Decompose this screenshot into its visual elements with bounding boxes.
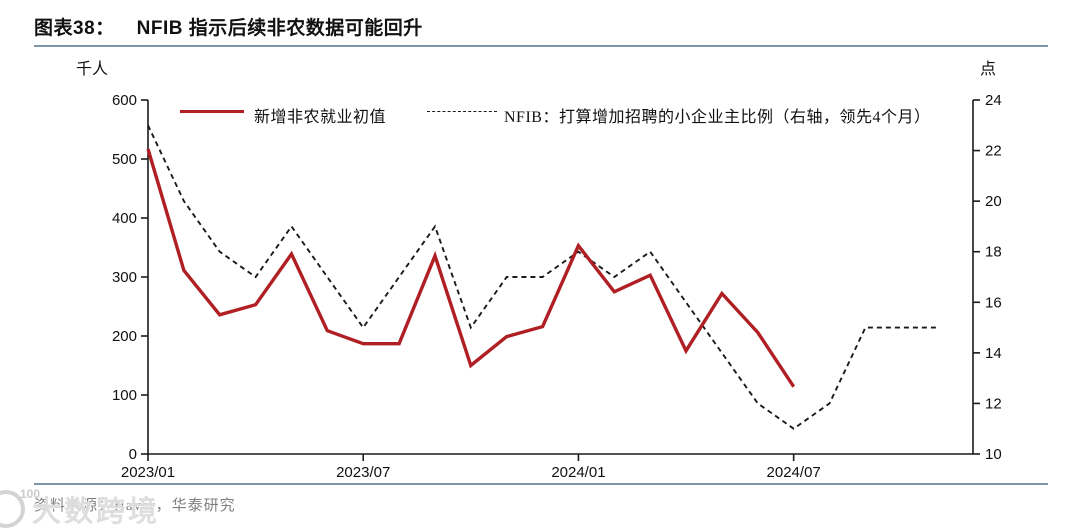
legend-label-nfib: NFIB：打算增加招聘的小企业主比例（右轴，领先4个月） (504, 109, 931, 126)
left-axis-tick-label: 600 (112, 92, 137, 109)
right-axis-tick-label: 10 (985, 446, 1002, 463)
right-axis-tick-label: 22 (985, 143, 1002, 160)
x-axis-tick-label: 2024/07 (767, 464, 821, 481)
left-axis-tick-label: 300 (112, 269, 137, 286)
source-text: 资料来源：Haver，华泰研究 (34, 498, 236, 514)
left-axis-tick-label: 500 (112, 151, 137, 168)
figure-header: 图表38： NFIB 指示后续非农数据可能回升 (34, 13, 423, 40)
footer-divider (34, 483, 1048, 486)
left-axis-tick-label: 200 (112, 328, 137, 345)
left-axis-tick-label: 400 (112, 210, 137, 227)
series-line-nonfarm (146, 148, 796, 388)
right-axis-tick-label: 20 (985, 193, 1002, 210)
left-axis-unit-label: 千人 (76, 61, 109, 78)
right-axis-tick-label: 24 (985, 92, 1002, 109)
figure-number: 图表38： (34, 18, 115, 39)
legend-label-nonfarm: 新增非农就业初值 (254, 109, 387, 126)
right-axis-tick-label: 14 (985, 345, 1002, 362)
right-axis-tick-label: 18 (985, 244, 1002, 261)
left-axis-tick-label: 0 (129, 446, 137, 463)
right-axis-unit-label: 点 (980, 61, 997, 78)
left-axis-tick-label: 100 (112, 387, 137, 404)
x-axis-tick-label: 2024/01 (551, 464, 605, 481)
series-line-nfib (147, 124, 938, 430)
right-axis-tick-label: 16 (985, 294, 1002, 311)
legend-dashed-line-swatch (427, 111, 497, 112)
right-axis-tick-label: 12 (985, 395, 1002, 412)
page-title: NFIB 指示后续非农数据可能回升 (136, 18, 423, 39)
x-axis-tick-label: 2023/01 (121, 464, 175, 481)
x-axis-tick-label: 2023/07 (336, 464, 390, 481)
title-divider (34, 45, 1048, 48)
legend-solid-line-swatch (180, 110, 244, 113)
